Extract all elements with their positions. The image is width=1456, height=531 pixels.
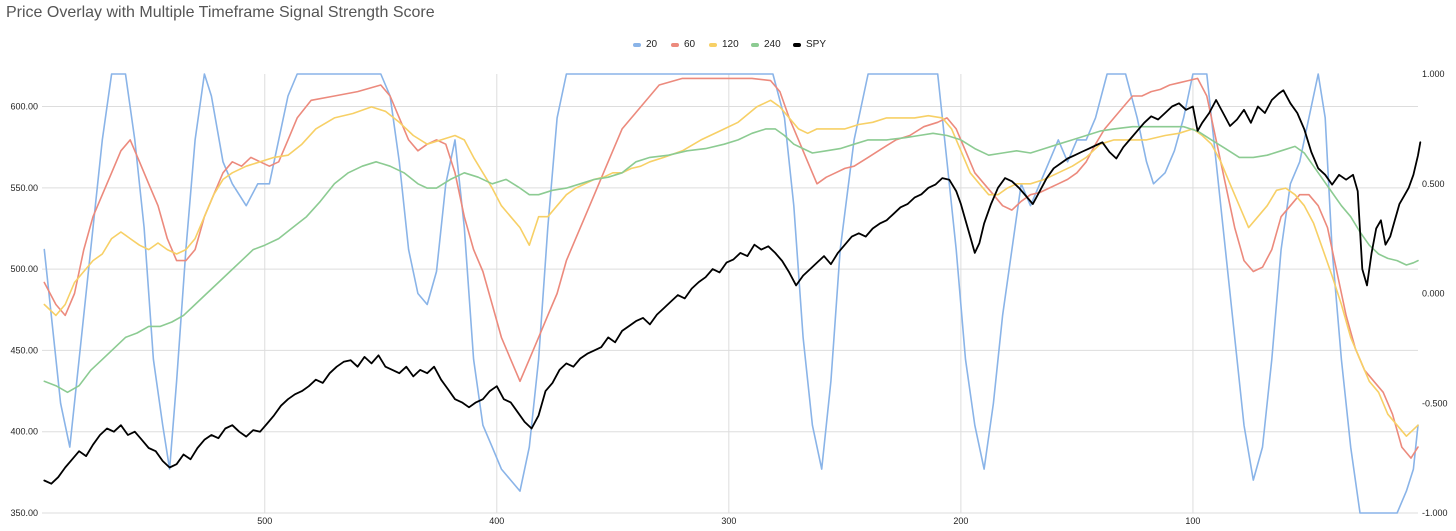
chart-title: Price Overlay with Multiple Timeframe Si… [6,4,435,21]
y-left-tick-label: 550.00 [10,183,38,193]
series-line-spy [43,89,1422,485]
legend-swatch-20 [633,43,641,47]
y-right-tick-label: -0.500 [1422,398,1448,408]
y-left-tick-label: 400.00 [10,427,38,437]
legend-label-spy: SPY [806,39,827,50]
series-line-20 [43,73,1419,514]
legend-swatch-spy [793,43,801,47]
legend-swatch-240 [751,43,759,47]
legend-label-120: 120 [722,39,739,50]
x-tick-label: 200 [953,516,968,526]
x-tick-label: 400 [489,516,504,526]
series-line-120 [43,99,1419,438]
x-tick-label: 100 [1185,516,1200,526]
y-right-tick-label: 0.000 [1422,289,1445,299]
series-line-60 [43,77,1419,459]
y-right-tick-label: 0.500 [1422,179,1445,189]
y-left-tick-label: 350.00 [10,508,38,518]
legend-label-20: 20 [646,39,658,50]
series-line-240 [43,125,1419,394]
legend-label-240: 240 [764,39,781,50]
y-right-tick-label: -1.000 [1422,508,1448,518]
legend-swatch-120 [709,43,717,47]
legend-label-60: 60 [684,39,696,50]
y-left-tick-label: 600.00 [10,102,38,112]
chart-legend: 20 60 120 240 SPY [0,39,1456,53]
y-left-tick-label: 500.00 [10,264,38,274]
y-left-tick-label: 450.00 [10,345,38,355]
x-tick-label: 500 [257,516,272,526]
y-right-tick-label: 1.000 [1422,69,1445,79]
legend-swatch-60 [671,43,679,47]
x-tick-label: 300 [721,516,736,526]
